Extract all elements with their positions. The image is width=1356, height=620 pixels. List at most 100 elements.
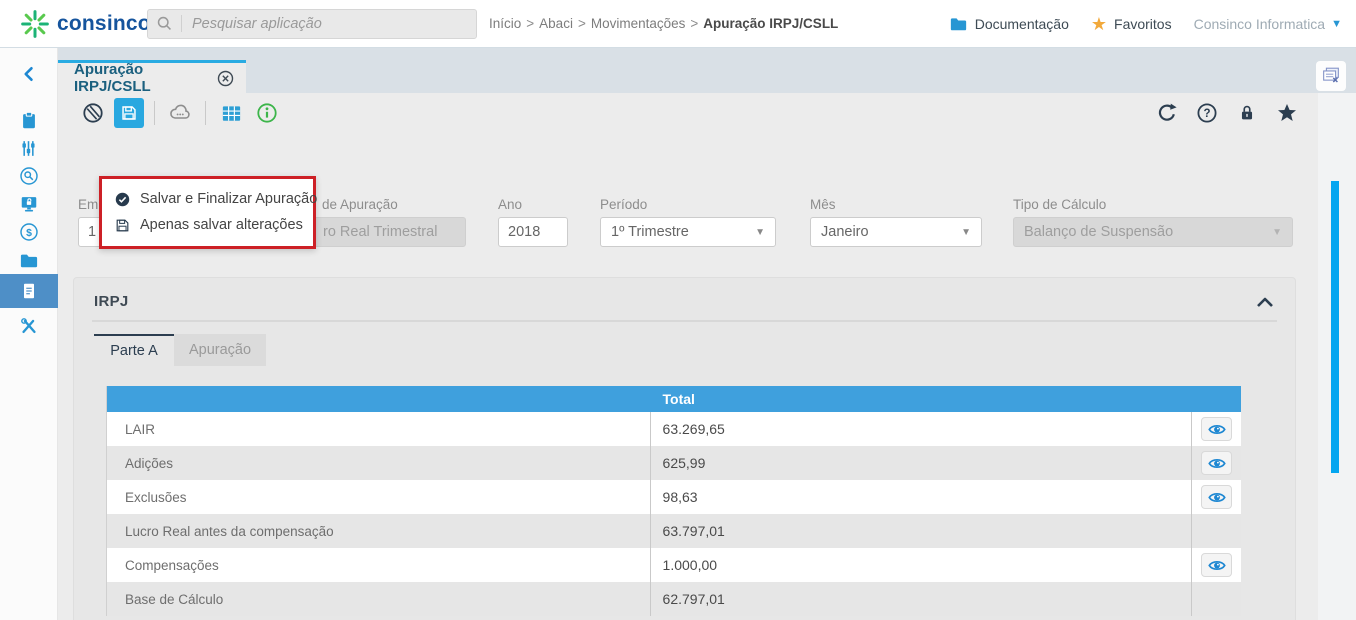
table-row: LAIR 63.269,65 [107,412,1241,446]
cancel-block-button[interactable] [78,98,108,128]
scrollbar-track[interactable] [1318,93,1356,620]
row-label: Base de Cálculo [125,591,224,607]
year-input[interactable] [498,217,568,247]
table-row: Exclusões 98,63 [107,480,1241,514]
irpj-table: Total LAIR 63.269,65 Adições 625,99 Excl… [106,386,1241,616]
svg-text:$: $ [26,228,32,239]
row-label: Lucro Real antes da compensação [125,523,334,539]
breadcrumb-separator: > [526,16,535,31]
row-value: 63.269,65 [649,412,1192,446]
month-label: Mês [810,197,836,212]
year-label: Ano [498,197,523,212]
consinco-logo[interactable]: consinco [0,9,151,39]
sidebar-item-clipboard[interactable] [0,106,58,134]
row-label: LAIR [125,421,156,437]
row-label: Compensações [125,557,219,573]
cloud-actions-button[interactable] [165,98,195,128]
view-details-button[interactable] [1201,417,1233,441]
row-value: 1.000,00 [649,548,1192,582]
info-button[interactable] [252,98,282,128]
clipboard-icon [19,110,39,131]
tab-apuracao[interactable]: Apuração [174,334,266,366]
view-details-button[interactable] [1201,451,1233,475]
menu-item-save-only[interactable]: Apenas salvar alterações [102,212,313,238]
table-row: Adições 625,99 [107,446,1241,480]
app-header: consinco Início > Abaci > Movimentações > Apur… [0,0,1356,48]
tab-label: Parte A [110,343,158,359]
save-dropdown-menu: Salvar e Finalizar Apuração Apenas salva… [99,176,317,249]
row-value: 625,99 [649,446,1192,480]
table-header-row: Total [107,386,1241,412]
calc-type-select: Balanço de Suspensão ▼ [1013,217,1293,247]
favorite-star-button[interactable] [1272,98,1302,128]
application-search[interactable] [147,8,477,39]
sidebar-item-tools[interactable] [0,312,58,340]
user-name: Consinco Informatica [1193,15,1326,32]
favorites-link[interactable]: ★ Favoritos [1091,15,1172,33]
panel-title: IRPJ [94,293,129,310]
document-icon [19,281,39,301]
breadcrumb: Início > Abaci > Movimentações > Apuração IRPJ… [489,16,838,31]
tab-apuracao-irpj-csll[interactable]: Apuração IRPJ/CSLL [58,60,246,95]
row-label: Exclusões [125,489,187,505]
scrollbar-thumb[interactable] [1331,181,1339,473]
breadcrumb-current: Apuração IRPJ/CSLL [703,16,839,31]
sidebar-item-search[interactable] [0,162,58,190]
search-circle-icon [19,166,39,186]
favorites-star-icon: ★ [1090,13,1108,34]
chevron-down-icon: ▼ [961,226,971,238]
breadcrumb-separator: > [690,16,699,31]
close-all-tabs-button[interactable] [1316,61,1346,91]
table-row: Compensações 1.000,00 [107,548,1241,582]
view-details-button[interactable] [1201,485,1233,509]
table-grid-button[interactable] [216,98,246,128]
irpj-panel: IRPJ Parte A Apuração Total LAIR 63.269 [73,277,1296,620]
period-label: Período [600,197,648,212]
view-details-button[interactable] [1201,553,1233,577]
workarea: ? Salvar e Finalizar Apuração [58,93,1318,620]
menu-item-save-finalize[interactable]: Salvar e Finalizar Apuração [102,186,317,212]
irpj-tabs: Parte A Apuração [94,334,1295,366]
tab-label: Apuração IRPJ/CSLL [74,61,151,95]
documentation-link[interactable]: Documentação [949,15,1069,32]
month-field: Mês Janeiro ▼ [810,197,982,247]
save-button[interactable] [114,98,144,128]
sidebar-item-settings[interactable] [0,134,58,162]
month-select[interactable]: Janeiro ▼ [810,217,982,247]
breadcrumb-separator: > [577,16,586,31]
sidebar-collapse-button[interactable] [0,60,58,88]
sidebar-item-financial[interactable]: $ [0,218,58,246]
tab-close-icon[interactable] [217,70,234,87]
user-menu[interactable]: Consinco Informatica ▼ [1194,16,1342,32]
menu-item-label: Apenas salvar alterações [140,217,303,233]
header-cell-actions [1191,386,1241,412]
tools-icon [19,316,39,336]
row-label: Adições [125,455,174,471]
menu-item-label: Salvar e Finalizar Apuração [140,191,318,207]
collapse-panel-button[interactable] [1255,295,1275,309]
check-circle-icon [114,191,131,208]
sidebar-item-files[interactable] [0,246,58,274]
favorites-label: Favoritos [1114,15,1172,32]
breadcrumb-item[interactable]: Início [489,16,522,31]
sidebar-item-documents-active[interactable] [0,274,58,308]
breadcrumb-item[interactable]: Abaci [539,16,573,31]
header-cell-empty [107,386,650,412]
chevron-down-icon: ▼ [1331,17,1342,30]
month-value: Janeiro [821,224,869,240]
period-select[interactable]: 1º Trimestre ▼ [600,217,776,247]
help-button[interactable]: ? [1192,98,1222,128]
main-area: Apuração IRPJ/CSLL [58,48,1356,620]
documentation-label: Documentação [974,15,1069,32]
sidebar-item-security-monitor[interactable] [0,190,58,218]
sidebar: $ [0,48,58,620]
lock-button[interactable] [1232,98,1262,128]
search-input[interactable] [182,15,476,32]
period-field: Período 1º Trimestre ▼ [600,197,776,247]
tab-parte-a[interactable]: Parte A [94,334,174,366]
folder-icon [949,15,968,32]
refresh-button[interactable] [1152,98,1182,128]
company-label: Em [78,197,99,212]
chevron-down-icon: ▼ [755,226,765,238]
breadcrumb-item[interactable]: Movimentações [590,16,686,31]
